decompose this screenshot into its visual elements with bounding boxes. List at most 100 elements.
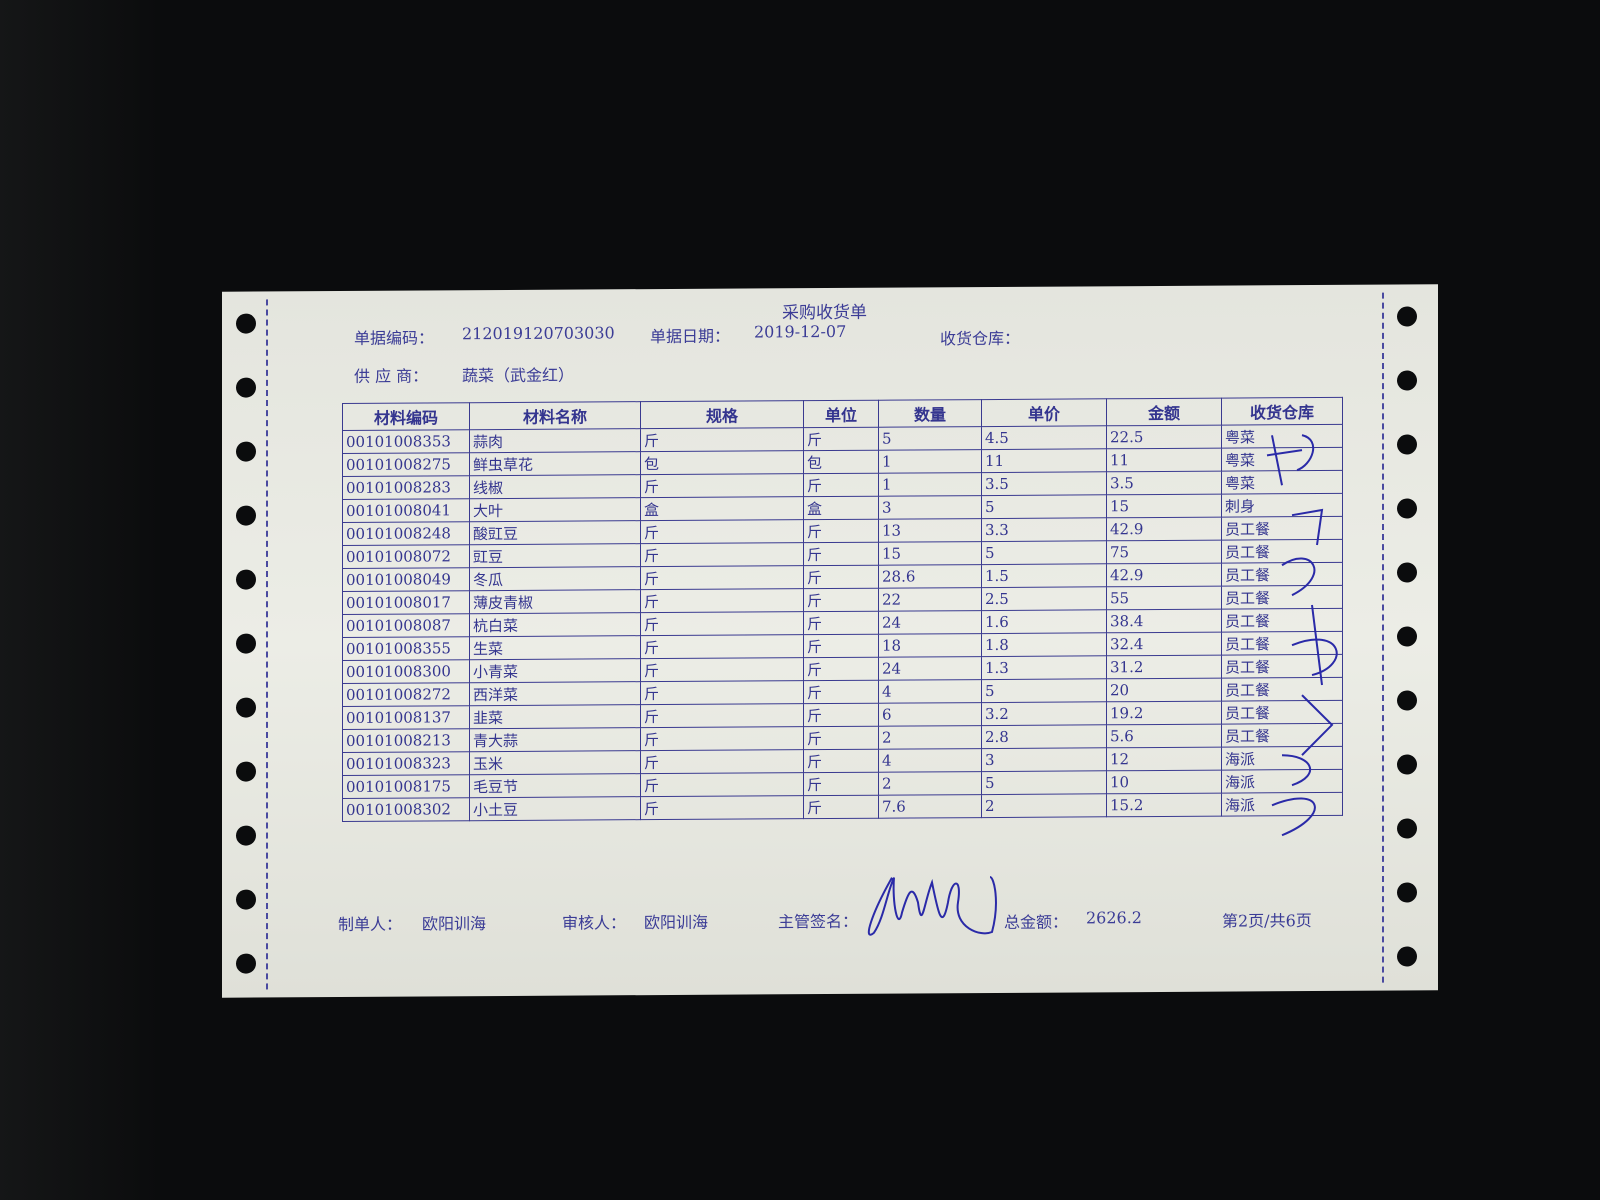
amount-cell: 38.4 — [1106, 609, 1222, 633]
amount-cell: 12 — [1106, 747, 1222, 771]
quantity-cell: 1 — [878, 472, 982, 497]
material-name-cell: 生菜 — [469, 635, 641, 660]
amount-cell: 31.2 — [1106, 655, 1222, 679]
spec-cell: 斤 — [640, 542, 804, 567]
material-name-cell: 玉米 — [469, 750, 641, 775]
date: 2019-12-07 — [754, 321, 847, 342]
material-name-cell: 韭菜 — [469, 704, 641, 729]
tractor-hole — [1397, 690, 1417, 711]
material-code-cell: 00101008072 — [342, 544, 470, 569]
quantity-cell: 13 — [878, 518, 982, 543]
quantity-cell: 2 — [878, 771, 982, 796]
perforation-right — [1382, 292, 1384, 983]
material-code-cell: 00101008323 — [342, 751, 470, 776]
unit-cell: 斤 — [803, 657, 879, 681]
material-name-cell: 小土豆 — [469, 796, 641, 821]
unit-cell: 斤 — [803, 703, 879, 727]
quantity-cell: 4 — [878, 679, 982, 704]
column-header: 金额 — [1106, 398, 1222, 426]
tractor-hole — [236, 697, 256, 718]
tractor-hole — [1397, 946, 1417, 967]
background — [0, 0, 160, 1200]
supplier-label: 供 应 商： — [354, 366, 429, 386]
amount-cell: 3.5 — [1106, 471, 1222, 495]
material-name-cell: 薄皮青椒 — [469, 589, 641, 614]
material-code-cell: 00101008248 — [342, 521, 470, 546]
spec-cell: 盒 — [640, 496, 804, 521]
material-code-cell: 00101008041 — [342, 498, 470, 523]
table-row: 00101008302 小土豆斤斤 7.6 2 15.2 海派 — [342, 792, 1343, 822]
unit-price-cell: 2.5 — [981, 586, 1107, 611]
unit-price-cell: 2 — [981, 793, 1107, 818]
material-code-cell: 00101008272 — [342, 682, 470, 707]
unit-price-cell: 3.3 — [981, 517, 1107, 542]
material-name-cell: 豇豆 — [469, 543, 641, 568]
unit-price-cell: 3.5 — [981, 471, 1107, 496]
material-name-cell: 小青菜 — [469, 658, 641, 683]
spec-cell: 斤 — [640, 427, 804, 452]
spec-cell: 斤 — [640, 634, 804, 659]
spec-cell: 斤 — [640, 611, 804, 636]
amount-cell: 5.6 — [1106, 724, 1222, 748]
spec-cell: 包 — [640, 450, 804, 475]
handwritten-marks — [1266, 434, 1338, 837]
amount-cell: 19.2 — [1106, 701, 1222, 725]
unit-cell: 斤 — [803, 749, 879, 773]
quantity-cell: 18 — [878, 633, 982, 658]
quantity-cell: 24 — [878, 610, 982, 635]
column-header: 材料编码 — [342, 402, 470, 431]
amount-cell: 75 — [1106, 540, 1222, 564]
tractor-hole — [1397, 882, 1417, 903]
quantity-cell: 6 — [878, 702, 982, 727]
tractor-hole — [236, 953, 256, 974]
tractor-hole — [236, 889, 256, 910]
reviewer-label: 审核人： — [562, 913, 627, 933]
spec-cell: 斤 — [640, 657, 804, 682]
tractor-hole — [1397, 818, 1417, 839]
spec-cell: 斤 — [640, 588, 804, 613]
perforation-left — [266, 299, 268, 990]
material-code-cell: 00101008300 — [342, 659, 470, 684]
unit-cell: 斤 — [803, 634, 879, 658]
material-code-cell: 00101008137 — [342, 705, 470, 730]
total-label: 总金额： — [1004, 912, 1069, 932]
tractor-hole — [1397, 498, 1417, 519]
tractor-hole — [236, 441, 256, 462]
unit-price-cell: 1.6 — [981, 609, 1107, 634]
doc-no-label: 单据编码： — [354, 328, 435, 348]
unit-cell: 斤 — [803, 427, 879, 451]
receipt-paper: 采购收货单 单据编码： 212019120703030 单据日期： 2019-1… — [222, 284, 1438, 998]
column-header: 单位 — [803, 400, 879, 428]
spec-cell: 斤 — [640, 795, 804, 820]
maker: 欧阳训海 — [422, 914, 487, 934]
unit-price-cell: 1.8 — [981, 632, 1107, 657]
quantity-cell: 28.6 — [878, 564, 982, 589]
material-code-cell: 00101008017 — [342, 590, 470, 615]
material-code-cell: 00101008302 — [342, 797, 470, 822]
tractor-hole — [1397, 434, 1417, 455]
tractor-hole — [1397, 562, 1417, 583]
unit-cell: 斤 — [803, 542, 879, 566]
quantity-cell: 1 — [878, 449, 982, 474]
quantity-cell: 4 — [878, 748, 982, 773]
material-code-cell: 00101008355 — [342, 636, 470, 661]
material-name-cell: 青大蒜 — [469, 727, 641, 752]
unit-price-cell: 5 — [981, 494, 1107, 519]
material-code-cell: 00101008353 — [342, 429, 470, 454]
unit-cell: 斤 — [803, 519, 879, 543]
material-name-cell: 鲜虫草花 — [469, 451, 641, 476]
unit-cell: 斤 — [803, 611, 879, 635]
supervisor-label: 主管签名： — [778, 911, 859, 932]
items-table: 材料编码 材料名称 规格 单位 数量 单价 金额 收货仓库 00101008353 蒜肉斤斤 5 4… — [342, 397, 1343, 822]
amount-cell: 15 — [1106, 494, 1222, 518]
amount-cell: 10 — [1106, 770, 1222, 794]
quantity-cell: 3 — [878, 495, 982, 520]
tractor-hole — [1397, 370, 1417, 391]
amount-cell: 42.9 — [1106, 517, 1222, 541]
tractor-hole — [236, 505, 256, 526]
unit-price-cell: 1.5 — [981, 563, 1107, 588]
unit-price-cell: 5 — [981, 770, 1107, 795]
material-name-cell: 酸豇豆 — [469, 520, 641, 545]
tractor-hole — [236, 825, 256, 846]
unit-price-cell: 3.2 — [981, 701, 1107, 726]
